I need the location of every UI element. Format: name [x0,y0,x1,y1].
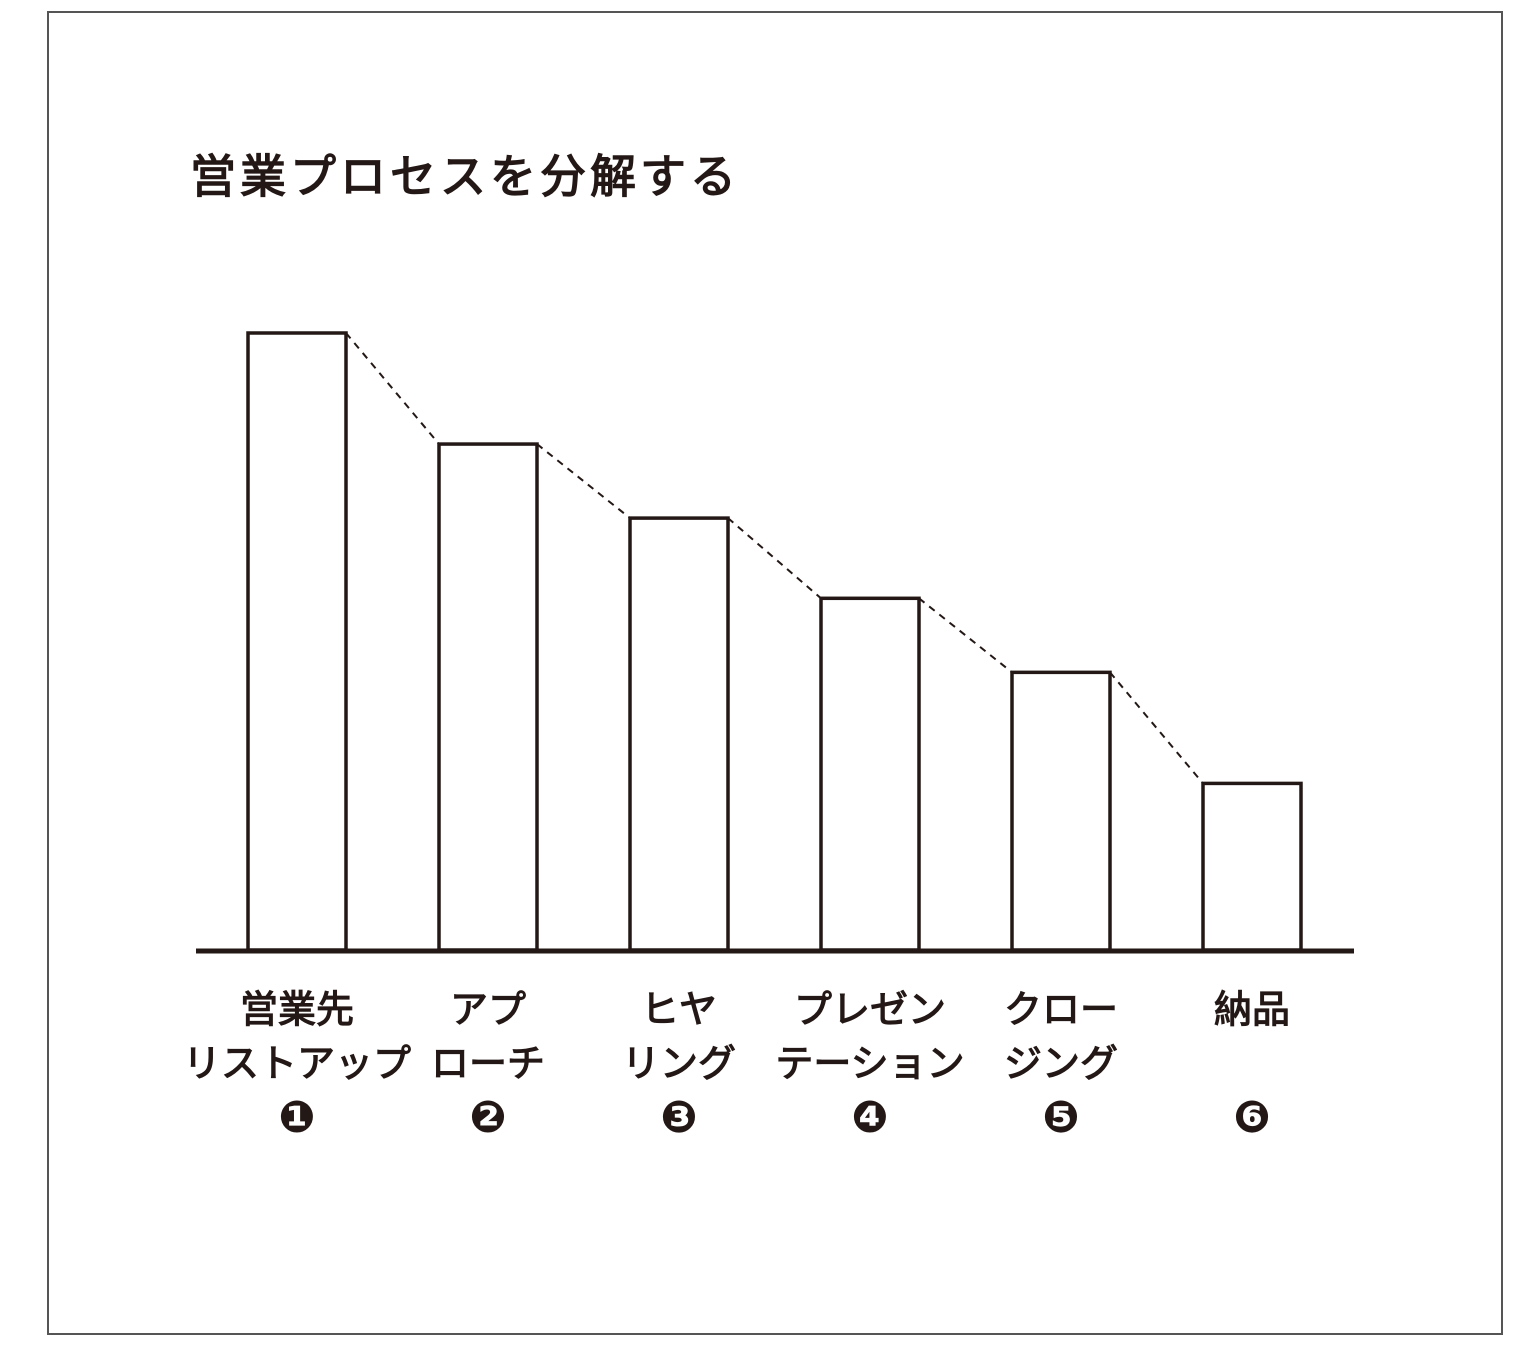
x-tick-label: クロー [1004,988,1118,1032]
step-number: ❸ [660,1092,697,1143]
x-tick-label: リング [622,1042,736,1086]
frame [47,11,1503,1335]
bar [437,442,539,952]
bar [819,596,921,952]
step-number: ❹ [851,1092,888,1143]
connector [1109,671,1204,785]
x-tick-label: テーション [775,1042,964,1086]
connector [727,517,822,600]
x-tick-label: ヒヤ [641,988,717,1032]
connector [345,332,440,445]
step-number: ❻ [1233,1092,1270,1143]
x-tick-label: 納品 [1214,988,1290,1032]
x-tick-label: ローチ [431,1042,545,1086]
step-number: ❶ [278,1092,315,1143]
x-tick-label: 営業先 [240,988,354,1032]
connector [918,597,1013,674]
x-tick-label: ジング [1004,1042,1118,1086]
x-tick-label: リストアップ [183,1042,411,1086]
connector [536,443,631,519]
x-tick-label: アプ [450,988,526,1032]
chart-title: 営業プロセスを分解する [190,150,740,204]
step-number: ❷ [469,1092,506,1143]
step-number: ❺ [1042,1092,1079,1143]
bar [628,516,730,952]
bar [1010,670,1112,952]
bar [1201,781,1303,952]
bar [246,331,348,952]
x-tick-label: プレゼン [794,988,946,1032]
